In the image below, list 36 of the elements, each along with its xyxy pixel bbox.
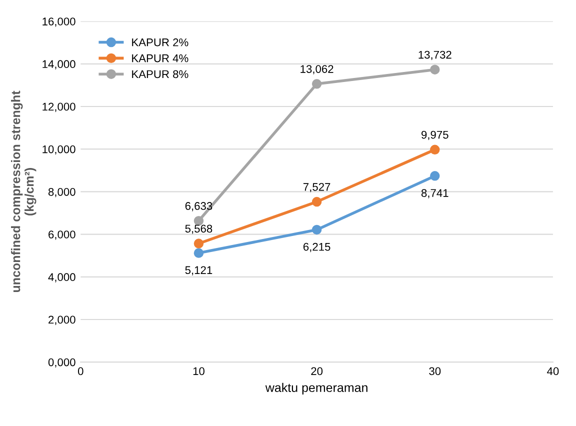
- y-tick-label: 10,000: [42, 145, 76, 155]
- x-tick-label: 0: [78, 367, 84, 376]
- y-axis-title: unconfined compression strenght (kg/cm²): [11, 90, 36, 292]
- data-label: 13,732: [418, 50, 452, 60]
- data-label: 6,633: [185, 202, 212, 212]
- point: [194, 238, 204, 248]
- y-tick-label: 0,000: [48, 358, 76, 368]
- point: [430, 144, 440, 154]
- point: [312, 196, 322, 207]
- data-label: 9,975: [422, 130, 448, 140]
- x-tick-label: 20: [311, 367, 323, 376]
- data-label: 7,527: [303, 183, 330, 192]
- y-tick-label: 6,000: [48, 230, 76, 240]
- y-tick-label: 8,000: [48, 188, 76, 198]
- point: [430, 64, 440, 74]
- legend-label: KAPUR 4%: [132, 54, 188, 62]
- legend-label: KAPUR 2%: [132, 38, 188, 46]
- y-tick-label: 4,000: [48, 273, 76, 282]
- data-label: 8,741: [421, 189, 448, 198]
- x-tick-label: 10: [193, 367, 204, 376]
- data-label: 13,062: [300, 65, 334, 74]
- y-tick-label: 12,000: [42, 102, 76, 112]
- point: [312, 79, 322, 89]
- x-tick-label: 40: [547, 367, 559, 376]
- point: [312, 224, 322, 235]
- point: [194, 248, 204, 258]
- x-tick-label: 30: [429, 367, 441, 376]
- y-tick-label: 16,000: [42, 18, 76, 27]
- y-tick-label: 2,000: [48, 316, 76, 325]
- y-tick-label: 14,000: [42, 60, 76, 70]
- data-label: 5,121: [185, 266, 212, 276]
- data-label: 6,215: [303, 242, 330, 252]
- x-axis-title: waktu pemeraman: [265, 382, 368, 395]
- point: [430, 171, 440, 181]
- data-label: 5,568: [185, 224, 212, 234]
- legend-label: KAPUR 8%: [132, 70, 188, 78]
